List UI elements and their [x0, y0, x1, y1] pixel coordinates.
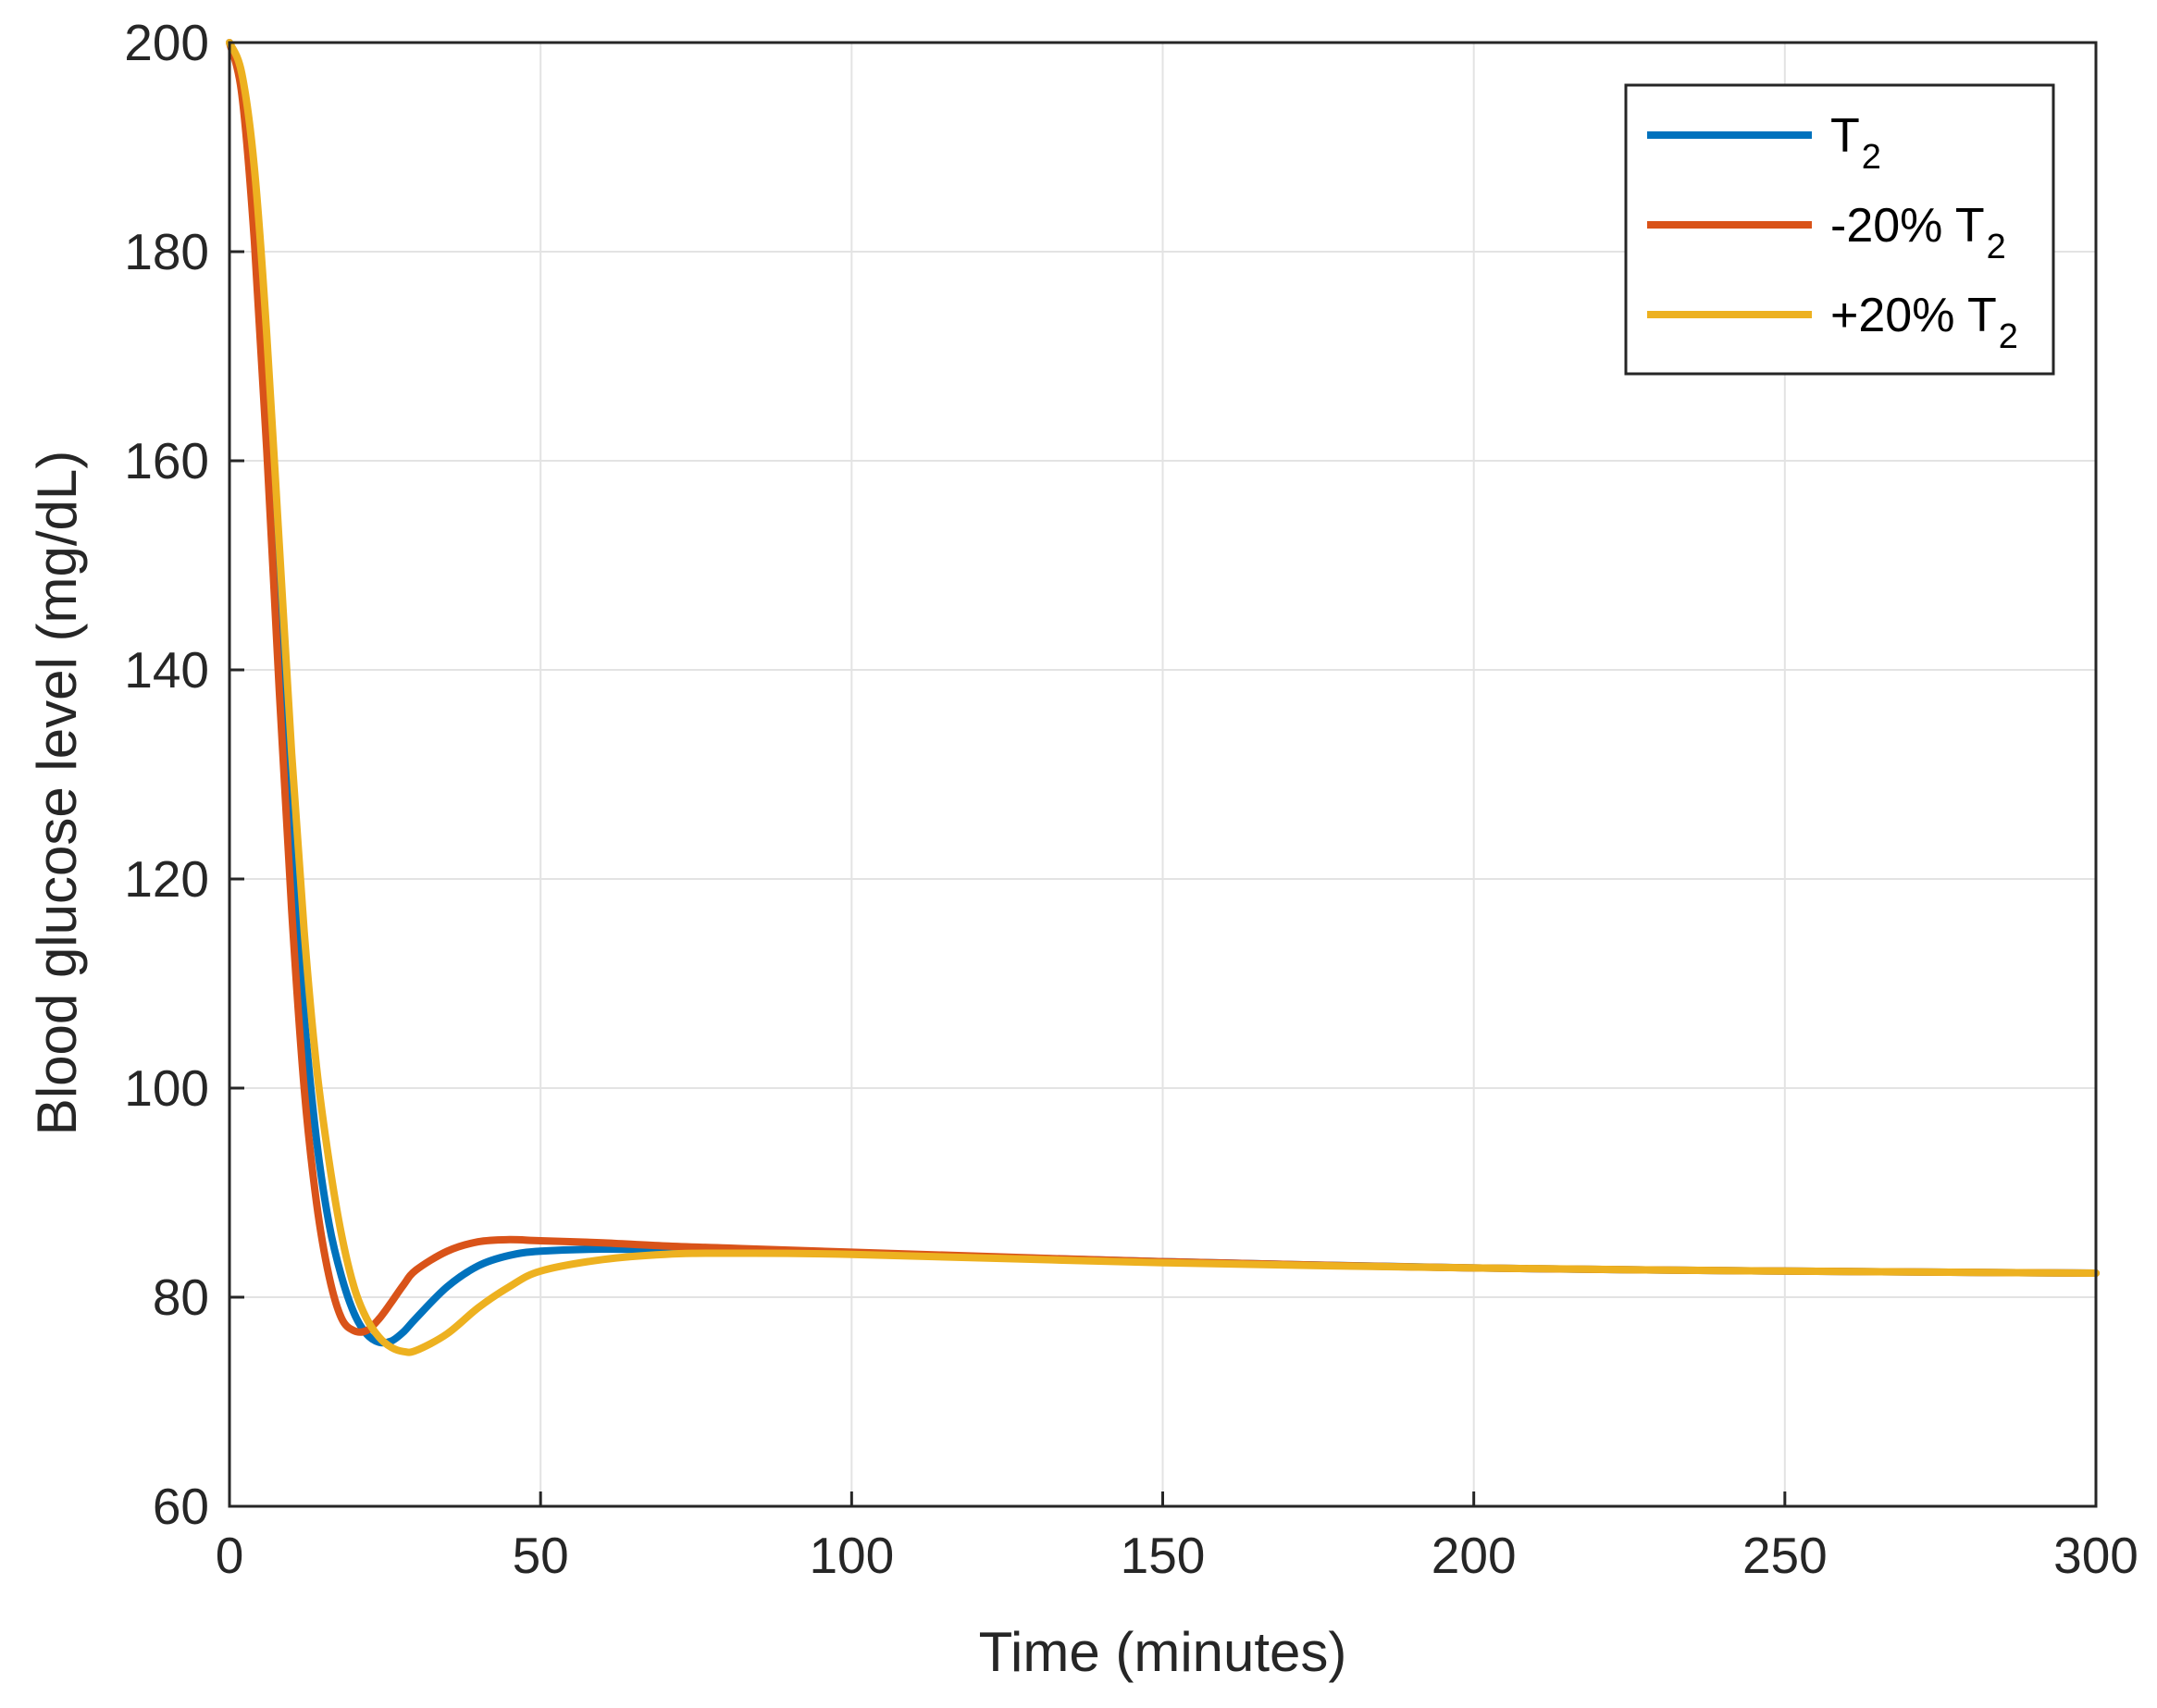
x-tick-label: 50	[513, 1527, 569, 1584]
y-tick-label: 160	[124, 432, 209, 489]
legend-label-main: +20% T	[1830, 289, 1997, 342]
x-axis-title: Time (minutes)	[979, 1621, 1347, 1683]
legend-label-subscript: 2	[1987, 228, 2006, 266]
series-line-2	[226, 39, 2100, 1356]
legend-label-main: T	[1830, 109, 1860, 163]
legend-label-0: T2	[1830, 109, 1881, 177]
y-tick-label: 120	[124, 850, 209, 908]
x-tick-label: 100	[809, 1527, 894, 1584]
x-axis-ticks: 0 50 100 150 200 250 300	[216, 1491, 2138, 1584]
x-tick-label: 0	[216, 1527, 244, 1584]
x-tick-label: 300	[2053, 1527, 2138, 1584]
y-tick-label: 140	[124, 641, 209, 699]
legend-label-1: -20% T2	[1830, 199, 2006, 266]
y-axis-ticks: 60 80 100 120 140 160 180 200	[124, 14, 244, 1535]
y-tick-label: 180	[124, 223, 209, 280]
legend: T2-20% T2+20% T2	[1624, 83, 2055, 376]
y-tick-label: 100	[124, 1059, 209, 1117]
y-tick-label: 60	[153, 1478, 209, 1535]
y-axis-title: Blood glucose level (mg/dL)	[26, 451, 88, 1135]
plot-lines	[226, 39, 2100, 1356]
y-tick-label: 80	[153, 1269, 209, 1326]
x-tick-label: 200	[1432, 1527, 1517, 1584]
legend-label-main: -20% T	[1830, 199, 1985, 253]
x-tick-label: 150	[1121, 1527, 1206, 1584]
y-tick-label: 200	[124, 14, 209, 71]
legend-label-subscript: 2	[1999, 317, 2018, 356]
legend-label-subscript: 2	[1862, 138, 1881, 177]
x-tick-label: 250	[1742, 1527, 1828, 1584]
legend-label-2: +20% T2	[1830, 289, 2018, 356]
